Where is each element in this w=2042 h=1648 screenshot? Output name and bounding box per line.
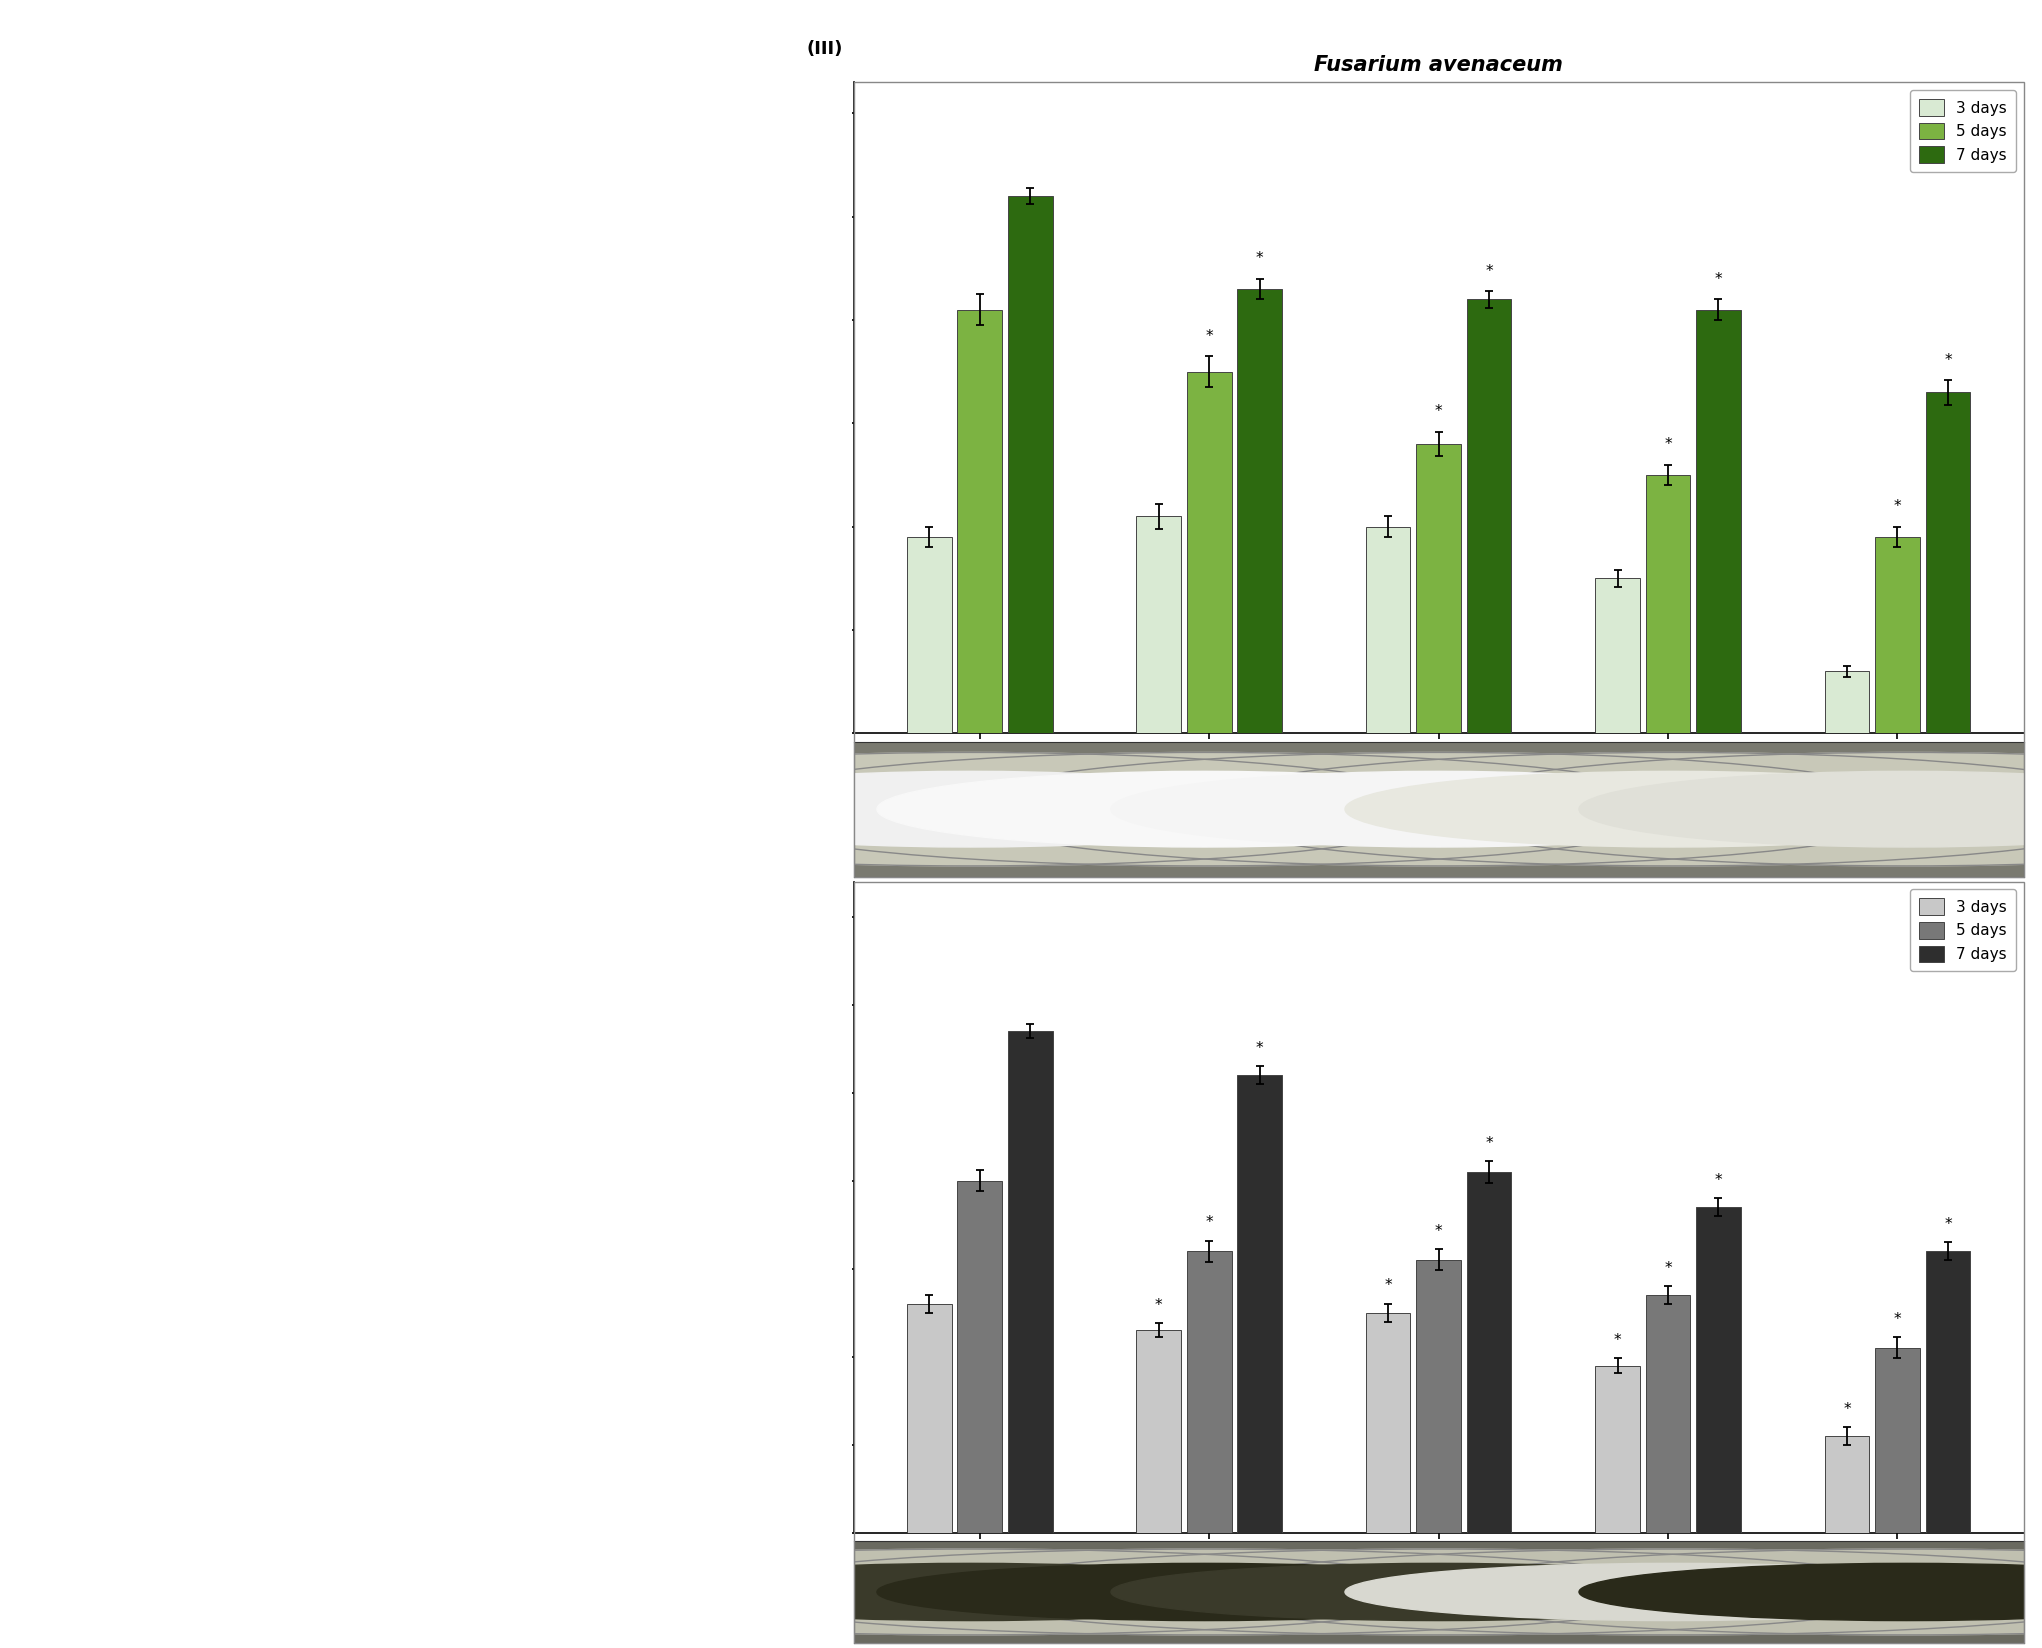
Text: *: * [1256, 1042, 1264, 1056]
Circle shape [480, 1549, 1462, 1635]
Circle shape [1578, 1564, 2042, 1620]
Legend: 3 days, 5 days, 7 days: 3 days, 5 days, 7 days [1909, 91, 2015, 171]
Text: *: * [1256, 252, 1264, 267]
Text: *: * [1944, 1216, 1952, 1231]
Y-axis label: Colony diameter, mm: Colony diameter, mm [800, 318, 819, 498]
Bar [1595, 1366, 1640, 1533]
Bar [1826, 671, 1868, 733]
Bar [1697, 310, 1742, 733]
Circle shape [947, 753, 1930, 865]
Y-axis label: Colony diameter, mm: Colony diameter, mm [800, 1117, 819, 1297]
Circle shape [1180, 753, 2042, 865]
Bar [1135, 1330, 1180, 1533]
Text: *: * [1205, 1215, 1213, 1229]
Circle shape [1415, 753, 2042, 865]
Circle shape [643, 1564, 1299, 1620]
Text: *: * [1893, 499, 1901, 514]
Bar [1646, 1295, 1691, 1533]
Circle shape [480, 753, 1462, 865]
Bar [1595, 578, 1640, 733]
X-axis label: Concentration, mg/L: Concentration, mg/L [1344, 1566, 1534, 1584]
Bar [1186, 1251, 1231, 1533]
Bar [1826, 1435, 1868, 1533]
Text: *: * [1436, 404, 1442, 419]
Bar [958, 310, 1003, 733]
Circle shape [643, 771, 1299, 847]
Text: (III): (III) [807, 40, 843, 58]
Bar [1417, 1261, 1460, 1533]
Text: *: * [1485, 1135, 1493, 1150]
Circle shape [1180, 1549, 2042, 1635]
Text: *: * [1893, 1312, 1901, 1327]
Circle shape [713, 753, 1697, 865]
Circle shape [713, 1549, 1697, 1635]
Circle shape [947, 1549, 1930, 1635]
Bar [1417, 443, 1460, 733]
Text: *: * [1205, 330, 1213, 344]
Circle shape [1346, 1564, 2001, 1620]
Circle shape [1578, 771, 2042, 847]
Bar [1926, 1251, 1971, 1533]
Legend: 3 days, 5 days, 7 days: 3 days, 5 days, 7 days [1909, 890, 2015, 971]
Bar [1366, 527, 1411, 733]
Text: *: * [1156, 1297, 1162, 1313]
Title: Alternaria alternata: Alternaria alternata [1321, 855, 1556, 875]
Bar [1875, 537, 1919, 733]
Bar [1186, 372, 1231, 733]
Text: *: * [1844, 1401, 1850, 1417]
Bar [907, 537, 952, 733]
Text: *: * [1485, 264, 1493, 279]
Text: *: * [1384, 1279, 1393, 1294]
Bar [1926, 392, 1971, 733]
Bar [1646, 475, 1691, 733]
Title: Fusarium avenaceum: Fusarium avenaceum [1315, 56, 1562, 76]
Bar [1237, 1074, 1282, 1533]
Circle shape [876, 1564, 1532, 1620]
Bar [1697, 1206, 1742, 1533]
Bar [1135, 516, 1180, 733]
Text: *: * [1613, 1333, 1621, 1348]
X-axis label: Concentration, mg/L: Concentration, mg/L [1344, 766, 1534, 784]
Text: *: * [1715, 272, 1721, 287]
Bar [1466, 1172, 1511, 1533]
Circle shape [1111, 771, 1766, 847]
Text: *: * [1715, 1173, 1721, 1188]
Bar [1466, 300, 1511, 733]
Bar [958, 1180, 1003, 1533]
Bar [907, 1304, 952, 1533]
Circle shape [876, 771, 1532, 847]
Circle shape [1415, 1549, 2042, 1635]
Bar [1237, 288, 1282, 733]
Circle shape [1346, 771, 2001, 847]
Text: *: * [1944, 353, 1952, 368]
Circle shape [1111, 1564, 1766, 1620]
Bar [1366, 1313, 1411, 1533]
Text: *: * [1664, 437, 1672, 452]
Bar [1009, 196, 1052, 733]
Bar [1875, 1348, 1919, 1533]
Text: *: * [1436, 1224, 1442, 1239]
Text: *: * [1664, 1261, 1672, 1276]
Bar [1009, 1032, 1052, 1533]
